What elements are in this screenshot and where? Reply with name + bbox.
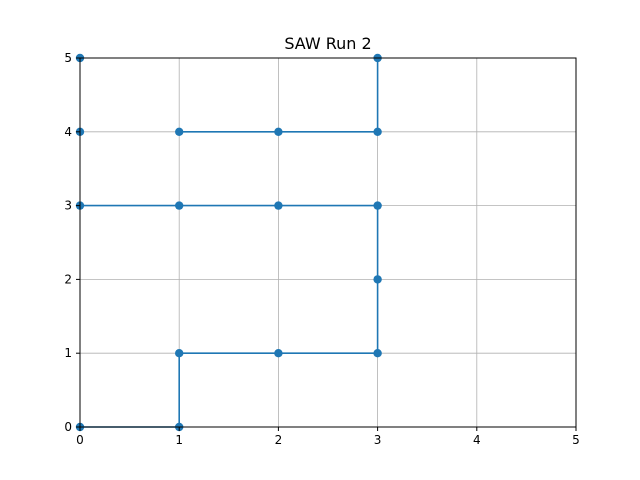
chart-title: SAW Run 2 (284, 34, 371, 53)
data-point (175, 127, 184, 136)
data-point (373, 275, 382, 284)
data-point (274, 349, 283, 358)
x-tick-label: 0 (76, 433, 84, 447)
data-point (175, 349, 184, 358)
plot-frame (79, 57, 577, 428)
x-tick-label: 2 (275, 433, 283, 447)
data-point (373, 127, 382, 136)
y-tick-label: 5 (64, 51, 72, 65)
data-point (274, 201, 283, 210)
x-tick-label: 1 (175, 433, 183, 447)
data-point (175, 201, 184, 210)
y-tick-label: 1 (64, 346, 72, 360)
x-tick-label: 4 (473, 433, 481, 447)
data-point (373, 201, 382, 210)
y-tick-label: 3 (64, 199, 72, 213)
ticks: 0 1 2 3 4 5 0 1 2 3 4 5 (64, 51, 579, 447)
data-point (274, 127, 283, 136)
y-tick-label: 4 (64, 125, 72, 139)
data-point (373, 349, 382, 358)
x-tick-label: 3 (374, 433, 382, 447)
x-tick-label: 5 (572, 433, 580, 447)
y-tick-label: 0 (64, 420, 72, 434)
y-tick-label: 2 (64, 272, 72, 286)
